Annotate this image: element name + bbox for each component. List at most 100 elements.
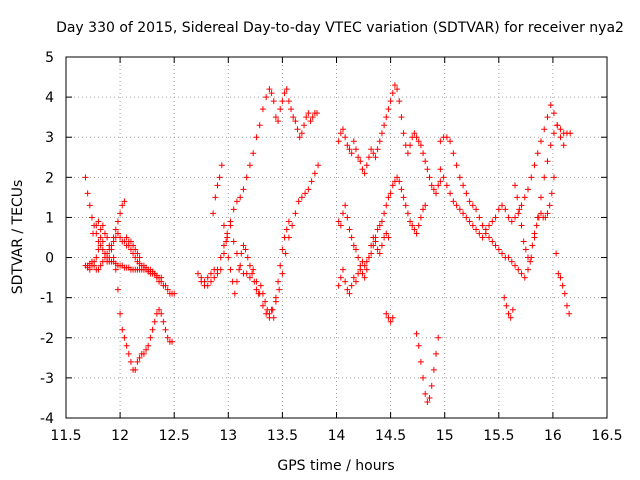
data-point (275, 118, 282, 125)
data-point (374, 226, 381, 233)
data-point (243, 270, 250, 277)
data-point (246, 274, 253, 281)
data-point (302, 190, 309, 197)
data-point (147, 334, 154, 341)
data-point (376, 250, 383, 257)
data-point (378, 130, 385, 137)
data-point (476, 230, 483, 237)
data-point (553, 250, 560, 257)
data-point (368, 242, 375, 249)
data-point (119, 326, 126, 333)
data-point (502, 206, 509, 213)
data-point (220, 222, 227, 229)
data-point (270, 314, 277, 321)
data-point (404, 210, 411, 217)
data-point (363, 258, 370, 265)
data-point (198, 278, 205, 285)
data-point (550, 174, 557, 181)
data-point (495, 206, 502, 213)
data-point (389, 314, 396, 321)
data-point (119, 202, 126, 209)
x-tick-label: 12.5 (159, 428, 190, 444)
data-point (521, 194, 528, 201)
data-point (134, 358, 141, 365)
data-point (447, 138, 454, 145)
data-point (256, 122, 263, 129)
data-point (253, 286, 260, 293)
data-point (544, 158, 551, 165)
data-point (365, 154, 372, 161)
x-tick-label: 15 (436, 428, 454, 444)
data-point (350, 138, 357, 145)
data-point (437, 138, 444, 145)
data-point (298, 130, 305, 137)
data-point (342, 134, 349, 141)
series-track-m (437, 122, 574, 281)
data-point (207, 278, 214, 285)
data-point (560, 142, 567, 149)
plot-frame (65, 56, 608, 419)
data-point (290, 114, 297, 121)
data-point (266, 86, 273, 93)
data-point (527, 258, 534, 265)
data-point (507, 314, 514, 321)
data-point (276, 286, 283, 293)
data-point (363, 162, 370, 169)
data-point (546, 202, 553, 209)
data-point (288, 106, 295, 113)
data-point (279, 98, 286, 105)
data-point (521, 274, 528, 281)
data-point (211, 274, 218, 281)
data-point (417, 214, 424, 221)
data-point (223, 238, 230, 245)
data-point (413, 230, 420, 237)
data-point (339, 210, 346, 217)
data-point (365, 254, 372, 261)
data-point (335, 218, 342, 225)
x-tick-label: 13.5 (267, 428, 298, 444)
data-point (130, 242, 137, 249)
data-point (400, 130, 407, 137)
data-point (420, 206, 427, 213)
data-point (415, 138, 422, 145)
data-point (394, 86, 401, 93)
data-point (171, 290, 178, 297)
data-point (456, 206, 463, 213)
data-point (473, 206, 480, 213)
data-point (509, 306, 516, 313)
data-point (305, 110, 312, 117)
data-point (285, 218, 292, 225)
data-point (114, 218, 121, 225)
data-point (537, 194, 544, 201)
data-point (99, 238, 106, 245)
data-point (383, 310, 390, 317)
data-point (342, 202, 349, 209)
data-point (350, 242, 357, 249)
data-point (537, 210, 544, 217)
data-point (525, 254, 532, 261)
data-point (238, 250, 245, 257)
data-point (301, 122, 308, 129)
x-tick-labels: 11.5 12 12.5 13 13.5 14 14.5 15 15.5 16 16.5 (50, 428, 622, 444)
data-point (117, 310, 124, 317)
data-point (281, 234, 288, 241)
data-point (566, 310, 573, 317)
data-point (542, 214, 549, 221)
data-point (499, 250, 506, 257)
y-tick-label: 2 (45, 170, 54, 186)
data-point (250, 266, 257, 273)
data-point (378, 242, 385, 249)
data-point (292, 210, 299, 217)
data-point (337, 274, 344, 281)
data-point (117, 234, 124, 241)
data-point (428, 182, 435, 189)
data-point (424, 166, 431, 173)
data-point (460, 182, 467, 189)
data-point (309, 114, 316, 121)
data-point (97, 262, 104, 269)
data-point (97, 226, 104, 233)
data-point (220, 242, 227, 249)
y-axis-label: SDTVAR / TECUs (10, 180, 26, 295)
data-point (389, 182, 396, 189)
data-point (279, 270, 286, 277)
